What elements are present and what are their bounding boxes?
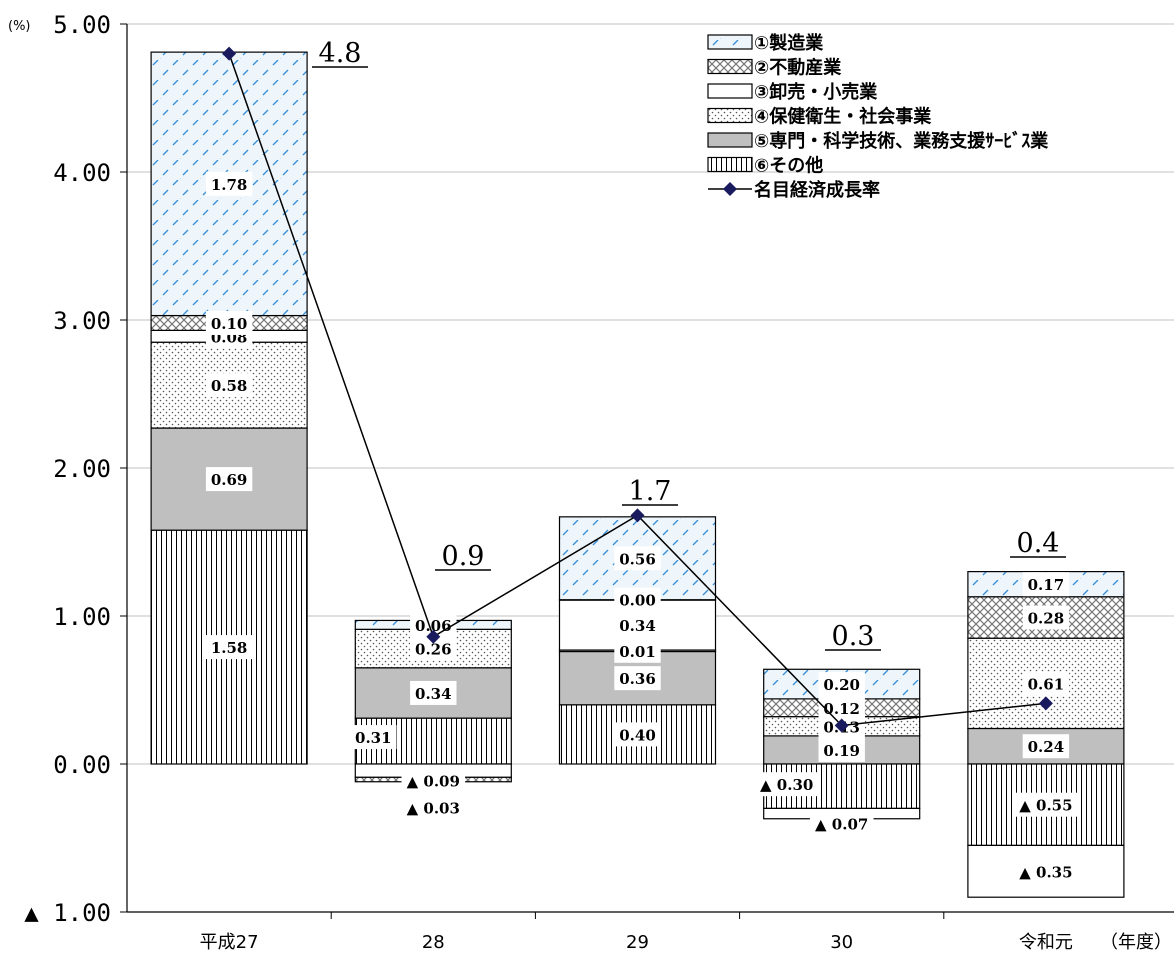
y-tick-label: 4.00 (53, 159, 111, 187)
data-label-box (205, 310, 253, 335)
legend-label: 名目経済成長率 (754, 179, 880, 201)
legend-marker (723, 182, 737, 196)
growth-rate-marker (222, 46, 237, 61)
data-label: 0.34 (415, 685, 452, 703)
legend-label: ⑤専門・科学技術、業務支援ｻｰﾋﾞｽ業 (754, 130, 1049, 152)
growth-rate-labels: 4.8 0.9 1.7 0.3 0.4 (312, 38, 1066, 652)
y-unit-label: (%) (8, 19, 31, 34)
data-label-box (614, 666, 661, 691)
data-label: 0.24 (1028, 738, 1065, 756)
data-label: 0.26 (415, 641, 452, 659)
y-tick-label: 0.00 (53, 751, 111, 779)
data-label-box (1022, 572, 1070, 597)
growth-rate-label: 0.3 (832, 621, 875, 652)
legend-swatch (707, 34, 753, 50)
data-label-box (818, 695, 865, 720)
data-label-box (1022, 734, 1070, 759)
data-label-box (401, 795, 466, 820)
data-label-box (614, 612, 661, 637)
data-label: ▲ 0.03 (407, 800, 460, 818)
data-label-box (1014, 792, 1078, 817)
legend-swatch (707, 132, 753, 148)
y-tick-label: 3.00 (53, 307, 111, 335)
data-label: 0.00 (619, 592, 656, 610)
y-tick-label: ▲ 1.00 (24, 899, 111, 927)
legend-swatch (707, 156, 753, 173)
data-label-box (754, 772, 819, 797)
data-label: 0.17 (1028, 576, 1065, 594)
data-label-box (410, 680, 457, 705)
data-label: 0.61 (1028, 675, 1065, 693)
x-category-label: 29 (626, 932, 649, 953)
growth-rate-marker (834, 718, 849, 733)
data-label-box (401, 768, 466, 793)
data-label: 0.28 (1028, 609, 1065, 627)
data-label: ▲ 0.55 (1019, 797, 1072, 815)
data-label-box (350, 725, 397, 750)
x-unit-label: （年度） (1100, 932, 1172, 953)
data-label-box (818, 672, 865, 697)
growth-rate-marker (1038, 696, 1053, 711)
data-label: 0.10 (211, 315, 248, 333)
data-label: 0.20 (823, 676, 860, 694)
data-label-box (614, 587, 661, 612)
data-label-box (818, 737, 865, 762)
x-category-label: 平成27 (200, 932, 259, 953)
data-label: 0.12 (823, 700, 860, 718)
legend-label: ②不動産業 (754, 57, 842, 79)
data-label-box (205, 373, 253, 398)
data-label: ▲ 0.09 (407, 773, 460, 791)
data-label: ▲ 0.35 (1019, 863, 1072, 881)
growth-rate-label: 4.8 (319, 38, 362, 69)
legend-swatch (707, 58, 753, 75)
data-label: 0.06 (415, 617, 452, 635)
data-label: 0.36 (619, 670, 656, 688)
legend-label: ③卸売・小売業 (754, 81, 878, 103)
growth-rate-marker (426, 629, 441, 644)
data-label: 0.19 (823, 742, 860, 760)
data-label-box (1014, 859, 1078, 884)
y-tick-label: 2.00 (53, 455, 111, 483)
data-label-box (205, 635, 253, 660)
x-category-label: 令和元 (1019, 932, 1073, 953)
data-label-box (1022, 671, 1070, 696)
data-label-box (809, 811, 874, 836)
growth-rate-label: 1.7 (629, 476, 672, 507)
data-label-box (614, 722, 661, 747)
legend-swatch (707, 83, 753, 99)
growth-rate-label: 0.4 (1017, 528, 1060, 559)
data-label: 0.34 (619, 617, 656, 635)
data-label-box (205, 171, 253, 196)
data-label: 1.58 (211, 639, 248, 657)
data-label: 0.01 (619, 643, 656, 661)
growth-rate-marker (630, 508, 645, 523)
growth-rate-label: 0.9 (442, 541, 485, 572)
legend-label: ④保健衛生・社会事業 (754, 106, 932, 128)
data-label-box (1022, 605, 1070, 630)
data-label: 1.78 (211, 176, 248, 194)
data-label: 0.58 (211, 377, 248, 395)
y-tick-label: 1.00 (53, 603, 111, 631)
data-label: 0.69 (211, 471, 248, 489)
data-label: 0.56 (619, 550, 656, 568)
x-category-label: 28 (422, 932, 445, 953)
y-tick-label: 5.00 (53, 11, 111, 39)
stacked-bars (150, 51, 1125, 898)
data-label-box (614, 638, 661, 663)
data-label: 0.31 (355, 729, 392, 747)
axes: 5.00 4.00 3.00 2.00 1.00 0.00 ▲ 1.00 (%) 平成27 28 2… (8, 11, 1174, 953)
x-category-label: 30 (830, 932, 853, 953)
data-label-box (205, 467, 253, 492)
legend-label: ⑥その他 (754, 155, 823, 177)
data-label: ▲ 0.07 (815, 816, 868, 834)
data-label: 0.40 (619, 726, 656, 744)
legend-label: ①製造業 (754, 32, 824, 54)
legend-swatch (707, 107, 753, 124)
data-label-box (614, 546, 661, 571)
growth-rate-line (222, 46, 1053, 733)
segment-labels: 1.580.690.580.080.101.780.310.340.260.06… (205, 171, 1078, 884)
data-label: ▲ 0.30 (760, 776, 813, 794)
